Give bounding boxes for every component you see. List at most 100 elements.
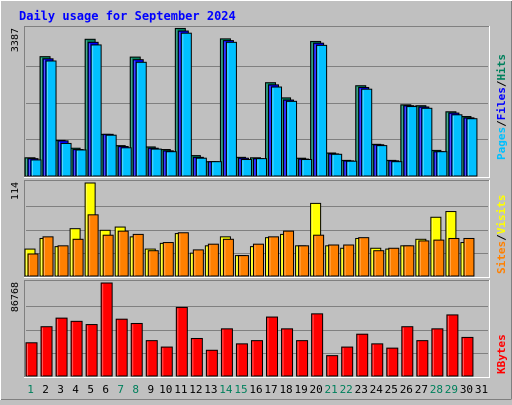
bar-pages-day-10 xyxy=(165,151,177,177)
bar-kbytes-day-undefined xyxy=(160,346,173,377)
bar-kbytes-day-undefined xyxy=(266,316,279,377)
chart-panels: 3387Pages/Files/Hits114Sites/Visits86768… xyxy=(10,26,508,378)
bar-kbytes-day-undefined xyxy=(115,318,128,377)
y-axis-max-label: 3387 xyxy=(10,28,21,52)
legend: Sites/Visits xyxy=(495,195,508,275)
legend: KBytes xyxy=(495,334,508,374)
bar-sites-day-undefined xyxy=(298,245,310,277)
legend-entry: / xyxy=(495,120,508,127)
x-tick-label-day-10: 10 xyxy=(159,383,172,396)
bar-kbytes-day-undefined xyxy=(386,347,399,377)
x-tick-label-day-1: 1 xyxy=(27,383,34,396)
bar-sites-day-undefined xyxy=(57,245,69,277)
bar-kbytes-day-undefined xyxy=(235,343,248,377)
legend-entry: Files xyxy=(495,87,508,120)
bar-sites-day-undefined xyxy=(403,245,415,277)
bar-sites-day-undefined xyxy=(283,230,295,277)
bar-kbytes-day-undefined xyxy=(70,320,83,377)
bar-kbytes-day-undefined xyxy=(431,328,444,377)
x-tick-label-day-17: 17 xyxy=(264,383,277,396)
x-tick-label-day-16: 16 xyxy=(249,383,262,396)
bar-kbytes-day-undefined xyxy=(100,282,113,377)
legend-entry: Pages xyxy=(495,127,508,160)
x-tick-label-day-5: 5 xyxy=(87,383,94,396)
panel-1: 3387 Pages/Files/Hits xyxy=(10,26,508,178)
bar-kbytes-day-undefined xyxy=(446,314,459,377)
bar-sites-day-undefined xyxy=(328,244,340,277)
bar-sites-day-undefined xyxy=(42,236,54,277)
bar-kbytes-day-undefined xyxy=(296,340,309,377)
x-tick-label-day-8: 8 xyxy=(132,383,139,396)
bar-sites-day-undefined xyxy=(373,250,385,277)
legend-entry: Sites xyxy=(495,241,508,274)
x-tick-label-day-29: 29 xyxy=(445,383,458,396)
bar-pages-day-20 xyxy=(316,44,328,177)
x-tick-label-day-7: 7 xyxy=(117,383,124,396)
x-tick-label-day-9: 9 xyxy=(147,383,154,396)
x-axis-labels: 1 2 3 4 5 6 7 8 9 10 11 12 13 14 15 16 17 18 19 20 21 22 23 24 2… xyxy=(27,383,488,396)
x-tick-label-day-31: 31 xyxy=(475,383,488,396)
x-tick-label-day-2: 2 xyxy=(42,383,49,396)
bar-kbytes-day-undefined xyxy=(416,340,429,377)
bar-sites-day-undefined xyxy=(87,214,99,277)
x-tick-label-day-19: 19 xyxy=(294,383,307,396)
x-tick-label-day-13: 13 xyxy=(204,383,217,396)
bar-pages-day-6 xyxy=(105,134,117,177)
bar-pages-day-23 xyxy=(361,88,373,177)
legend-entry: / xyxy=(495,80,508,87)
bar-pages-day-1 xyxy=(30,159,42,177)
bar-pages-day-22 xyxy=(346,160,358,177)
bar-sites-day-undefined xyxy=(388,247,400,277)
bar-pages-day-16 xyxy=(255,158,267,177)
legend: Pages/Files/Hits xyxy=(495,54,508,160)
x-tick-label-day-14: 14 xyxy=(219,383,233,396)
bar-kbytes-day-undefined xyxy=(311,313,324,377)
bar-sites-day-undefined xyxy=(102,234,114,277)
bar-sites-day-undefined xyxy=(132,233,144,277)
bar-pages-day-8 xyxy=(135,61,147,177)
chart-title: Daily usage for September 2024 xyxy=(19,9,236,23)
x-tick-label-day-20: 20 xyxy=(310,383,323,396)
bar-kbytes-day-undefined xyxy=(371,343,384,377)
x-tick-label-day-12: 12 xyxy=(189,383,202,396)
x-tick-label-day-22: 22 xyxy=(340,383,353,396)
bar-sites-day-undefined xyxy=(343,244,355,277)
bar-kbytes-day-undefined xyxy=(220,328,233,377)
bar-pages-day-9 xyxy=(150,148,162,177)
legend-entry: / xyxy=(495,234,508,241)
bar-kbytes-day-undefined xyxy=(281,328,294,377)
bar-pages-day-13 xyxy=(210,161,222,177)
bar-pages-day-15 xyxy=(240,159,252,177)
bar-pages-day-5 xyxy=(90,44,102,177)
x-tick-label-day-3: 3 xyxy=(57,383,64,396)
bar-kbytes-day-undefined xyxy=(356,333,369,377)
bar-pages-day-12 xyxy=(195,157,207,177)
bar-kbytes-day-undefined xyxy=(55,317,68,377)
x-tick-label-day-26: 26 xyxy=(400,383,413,396)
bar-kbytes-day-undefined xyxy=(205,349,218,377)
bar-pages-day-7 xyxy=(120,147,132,177)
bar-sites-day-undefined xyxy=(418,240,430,277)
bar-pages-day-21 xyxy=(331,153,343,177)
bar-pages-day-2 xyxy=(45,60,57,177)
y-axis-max-label: 86768 xyxy=(10,282,21,312)
x-tick-label-day-25: 25 xyxy=(385,383,398,396)
legend-entry: Visits xyxy=(495,195,508,235)
bar-pages-day-27 xyxy=(421,107,433,177)
bar-pages-day-4 xyxy=(75,149,87,177)
x-tick-label-day-11: 11 xyxy=(174,383,187,396)
bar-sites-day-undefined xyxy=(313,234,325,277)
x-tick-label-day-23: 23 xyxy=(355,383,368,396)
x-tick-label-day-4: 4 xyxy=(72,383,79,396)
x-tick-label-day-28: 28 xyxy=(430,383,443,396)
bar-sites-day-undefined xyxy=(192,249,204,277)
y-axis-max-label: 114 xyxy=(10,182,21,200)
bar-kbytes-day-undefined xyxy=(145,340,158,377)
bar-pages-day-17 xyxy=(271,86,283,177)
bar-kbytes-day-undefined xyxy=(40,326,53,377)
panel-3: 86768 KBytes xyxy=(10,280,508,378)
bar-kbytes-day-undefined xyxy=(85,324,98,377)
bar-sites-day-undefined xyxy=(433,239,445,277)
